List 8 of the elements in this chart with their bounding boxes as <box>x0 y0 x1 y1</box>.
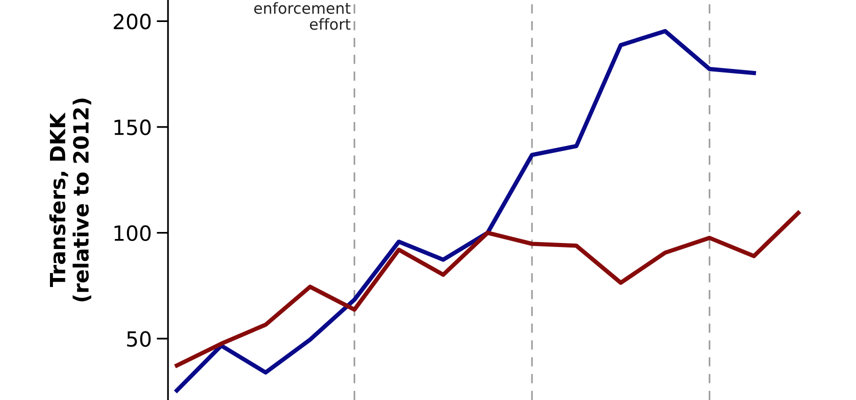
y-tick-label: 200 <box>114 14 151 30</box>
line-series <box>174 210 800 368</box>
line-series <box>174 29 756 393</box>
y-axis-title: Transfers, DKK (relative to 2012) <box>49 98 92 302</box>
y-tick-label: 100 <box>114 225 151 242</box>
annotation: enforcement effort <box>254 2 351 30</box>
y-tick-label: 150 <box>114 119 151 136</box>
y-tick-label: 50 <box>127 331 151 347</box>
